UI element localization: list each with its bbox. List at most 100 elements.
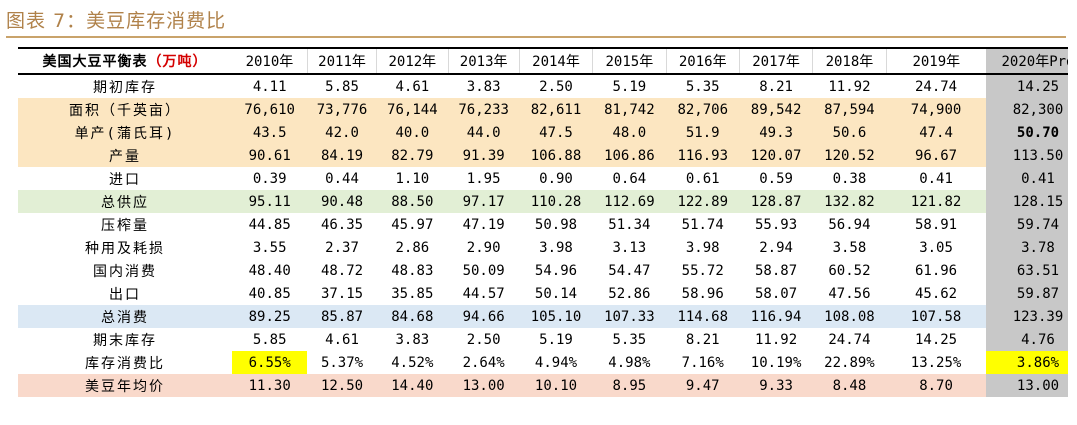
value-cell: 82,300: [985, 98, 1068, 121]
value-cell: 0.38: [832, 170, 867, 187]
value-cell: 82,611: [519, 98, 593, 121]
value-cell: 61.96: [914, 262, 958, 279]
value-cell: 3.13: [612, 239, 647, 256]
table-row: 美豆年均价 11.30 12.50 14.40 13.00 10.10 8.95 9.47 9.…: [18, 374, 1068, 397]
value-cell: 0.39: [252, 170, 287, 187]
value-cell: 11.92: [828, 78, 871, 95]
value-cell: 45.62: [914, 285, 958, 302]
value-cell: 105.10: [519, 305, 593, 328]
value-cell: 13.00: [985, 374, 1068, 397]
value-cell: 47.56: [828, 285, 871, 302]
value-cell: 0.41: [985, 167, 1068, 190]
value-cell: 90.61: [231, 144, 308, 167]
value-cell: 8.48: [812, 374, 887, 397]
value-cell: 107.58: [886, 305, 986, 328]
table-container: 美国大豆平衡表（万吨） 2010年 2011年 2012年 2013年 2014…: [18, 47, 1068, 397]
value-cell: 48.72: [320, 262, 364, 279]
table-row: 单产(蒲氏耳) 43.5 42.0 40.0 44.0 47.5 48.0 51.9 49.3 5…: [18, 121, 1068, 144]
value-cell: 1.10: [395, 170, 430, 187]
year-cell: 2019年: [886, 47, 986, 75]
value-cell: 24.74: [914, 78, 958, 95]
value-cell: 3.83: [466, 78, 501, 95]
row-label: 美豆年均价: [18, 374, 232, 397]
value-cell: 59.87: [985, 282, 1068, 305]
value-cell: 113.50: [985, 144, 1068, 167]
value-cell: 76,610: [231, 98, 308, 121]
value-cell: 14.40: [376, 374, 448, 397]
value-cell: 50.09: [462, 262, 505, 279]
table-row: 总消费 89.25 85.87 84.68 94.66 105.10 107.33 114.6…: [18, 305, 1068, 328]
value-cell: 4.76: [985, 328, 1068, 351]
value-cell: 2.90: [466, 239, 501, 256]
value-cell: 76,233: [448, 98, 520, 121]
value-cell: 132.82: [812, 190, 887, 213]
value-cell: 112.69: [592, 190, 667, 213]
value-cell: 1.95: [466, 170, 501, 187]
value-cell: 122.89: [666, 190, 740, 213]
value-cell: 10.19%: [750, 354, 802, 371]
figure-title: 图表 7：美豆库存消费比: [6, 10, 227, 32]
value-cell: 42.0: [307, 121, 377, 144]
value-cell: 4.61: [395, 78, 430, 95]
value-cell: 63.51: [985, 259, 1068, 282]
value-cell: 89.25: [231, 305, 308, 328]
title-underline: [6, 36, 1066, 38]
table-row: 面积（千英亩） 76,610 73,776 76,144 76,233 82,611 81,…: [18, 98, 1068, 121]
year-cell: 2016年: [666, 47, 740, 75]
value-cell: 59.74: [985, 213, 1068, 236]
value-cell: 94.66: [448, 305, 520, 328]
value-cell: 97.17: [448, 190, 520, 213]
value-cell: 108.08: [812, 305, 887, 328]
header-row: 美国大豆平衡表（万吨） 2010年 2011年 2012年 2013年 2014…: [18, 47, 1068, 75]
value-cell: 5.35: [612, 331, 647, 348]
value-cell: 3.98: [539, 239, 573, 256]
soybean-balance-table: 美国大豆平衡表（万吨） 2010年 2011年 2012年 2013年 2014…: [18, 47, 1068, 397]
value-cell: 2.86: [395, 239, 430, 256]
value-cell: 12.50: [307, 374, 377, 397]
value-cell: 81,742: [592, 98, 667, 121]
value-cell: 2.50: [539, 78, 573, 95]
value-cell: 2.64%: [462, 354, 505, 371]
value-cell: 116.94: [739, 305, 813, 328]
value-cell: 13.25%: [910, 354, 962, 371]
value-cell: 114.68: [666, 305, 740, 328]
value-cell: 8.21: [759, 78, 793, 95]
table-row: 出口 40.85 37.15 35.85 44.57 50.14 52.86 58.96 58.…: [18, 282, 1068, 305]
value-cell: 49.3: [739, 121, 813, 144]
value-cell: 58.87: [755, 262, 798, 279]
value-cell: 0.90: [539, 170, 573, 187]
value-cell: 4.98%: [608, 354, 651, 371]
value-cell: 44.57: [462, 285, 505, 302]
value-cell: 7.16%: [681, 354, 724, 371]
value-cell: 74,900: [886, 98, 986, 121]
value-cell: 44.0: [448, 121, 520, 144]
value-cell: 50.14: [534, 285, 578, 302]
header-unit: （万吨）: [147, 54, 208, 70]
row-label: 总供应: [18, 190, 232, 213]
table-row: 进口 0.39 0.44 1.10 1.95 0.90 0.64 0.61 0.59 0.38 0.…: [18, 167, 1068, 190]
table-row: 总供应 95.11 90.48 88.50 97.17 110.28 112.69 122.8…: [18, 190, 1068, 213]
value-cell: 4.94%: [534, 354, 578, 371]
value-cell: 50.6: [812, 121, 887, 144]
value-cell: 14.25: [985, 74, 1068, 98]
value-cell: 120.07: [739, 144, 813, 167]
value-cell: 46.35: [320, 216, 364, 233]
row-label: 期末库存: [92, 332, 157, 349]
value-cell: 3.78: [985, 236, 1068, 259]
header-label-cell: 美国大豆平衡表（万吨）: [18, 47, 232, 75]
value-cell: 51.74: [681, 216, 724, 233]
value-cell: 37.15: [320, 285, 364, 302]
year-cell: 2018年: [812, 47, 887, 75]
value-cell: 0.61: [685, 170, 720, 187]
table-row: 期末库存 5.85 4.61 3.83 2.50 5.19 5.35 8.21 11.92 24.…: [18, 328, 1068, 351]
value-cell: 48.40: [248, 262, 291, 279]
value-cell: 5.19: [539, 331, 573, 348]
value-cell: 106.88: [519, 144, 593, 167]
value-cell: 3.58: [832, 239, 867, 256]
value-cell: 3.98: [685, 239, 720, 256]
row-label: 库存消费比: [84, 355, 165, 372]
value-cell: 82.79: [376, 144, 448, 167]
value-cell: 48.83: [391, 262, 434, 279]
value-cell: 13.00: [448, 374, 520, 397]
row-label: 总消费: [18, 305, 232, 328]
